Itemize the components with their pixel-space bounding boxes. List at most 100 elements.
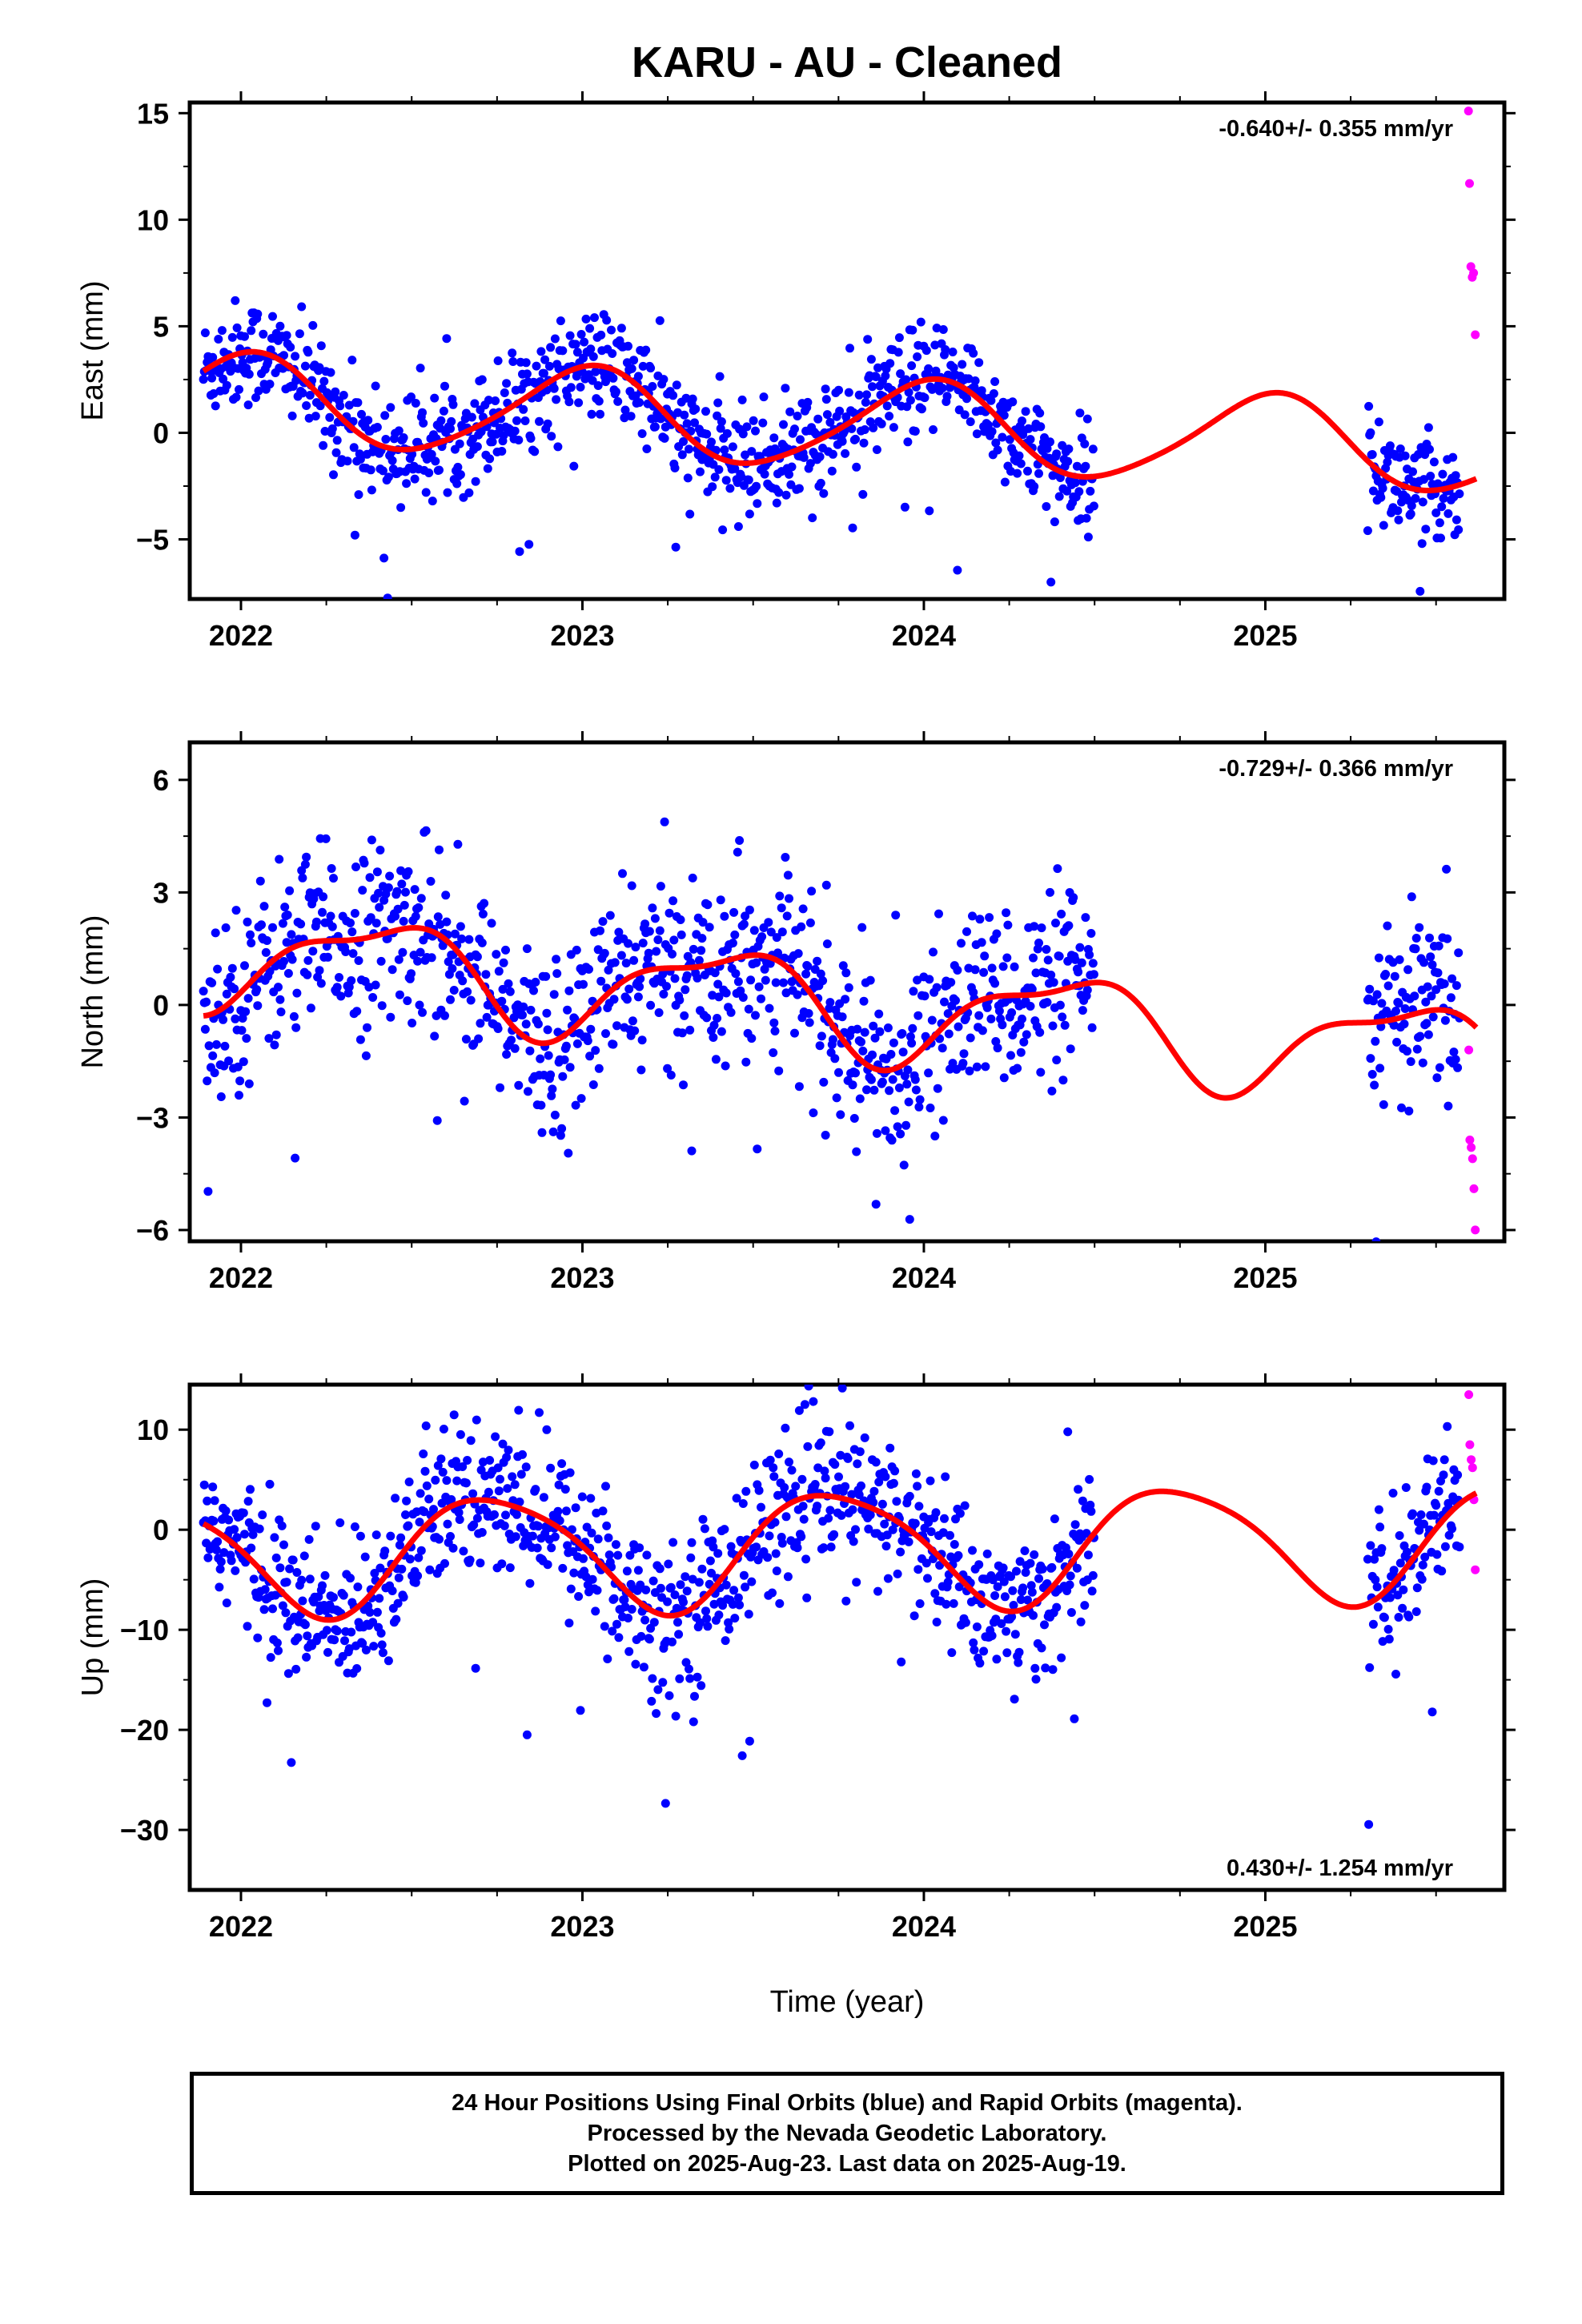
data-point (217, 326, 227, 336)
data-point (859, 438, 869, 448)
data-point (654, 1008, 664, 1017)
data-point (394, 1573, 404, 1582)
data-point (774, 488, 784, 497)
data-point (826, 1542, 836, 1552)
data-point (325, 412, 335, 422)
data-point (291, 1153, 300, 1163)
data-point (1027, 1587, 1037, 1597)
panel-frame (187, 740, 1507, 1244)
data-point (957, 939, 966, 948)
data-point (653, 935, 663, 944)
data-point (992, 929, 1002, 939)
data-point (920, 991, 930, 1001)
data-point (965, 1066, 974, 1076)
data-point (924, 364, 934, 373)
data-point (550, 334, 560, 344)
data-point (401, 1510, 410, 1519)
data-point (1029, 1610, 1038, 1620)
data-point (224, 1515, 234, 1525)
data-point (726, 1542, 736, 1551)
data-point (1030, 482, 1039, 491)
data-point (938, 325, 948, 334)
data-point (648, 1674, 657, 1683)
data-point (421, 488, 431, 497)
data-point (260, 1585, 270, 1594)
data-point (303, 1631, 312, 1641)
data-point (582, 1522, 592, 1532)
data-point (399, 916, 408, 926)
data-point (781, 384, 790, 393)
data-point (633, 992, 643, 1002)
data-point (439, 1425, 448, 1433)
data-point (977, 1243, 986, 1252)
data-point (383, 472, 393, 482)
data-point (350, 909, 359, 918)
data-point (857, 1481, 865, 1490)
data-point (741, 1057, 751, 1067)
data-point (244, 1079, 254, 1088)
data-point (207, 373, 217, 383)
data-point (757, 932, 767, 942)
data-point (709, 460, 718, 469)
data-point (252, 985, 262, 995)
data-point (854, 390, 864, 400)
data-point (990, 377, 1000, 386)
data-point (666, 1582, 676, 1592)
data-point (590, 313, 599, 323)
data-point (822, 939, 832, 949)
data-point (543, 419, 552, 428)
data-point (371, 381, 380, 391)
data-point (291, 1023, 301, 1032)
data-point (693, 1672, 702, 1682)
data-point (702, 429, 712, 439)
data-point (416, 364, 425, 373)
data-point (383, 1656, 393, 1666)
data-point (1367, 450, 1377, 459)
data-point (1070, 955, 1080, 964)
rate-label: -0.729+/- 0.366 mm/yr (1219, 756, 1453, 782)
data-point (871, 372, 881, 381)
data-point (760, 469, 769, 479)
footer-line-1: 24 Hour Positions Using Final Orbits (bl… (452, 2090, 1243, 2116)
data-point (804, 1009, 813, 1018)
data-point (293, 1633, 303, 1642)
data-point (199, 987, 208, 996)
data-point (443, 1519, 452, 1529)
data-point (1072, 1563, 1082, 1573)
data-point (905, 1215, 914, 1224)
data-point (1423, 982, 1432, 991)
data-point (714, 464, 724, 474)
data-point (1368, 1619, 1378, 1629)
data-point (331, 448, 341, 457)
data-point (400, 900, 409, 910)
data-point (1419, 958, 1428, 967)
data-point (449, 1410, 459, 1420)
data-point (1018, 1583, 1028, 1593)
data-point (321, 834, 331, 843)
data-point (558, 1563, 568, 1573)
data-point (505, 1563, 515, 1573)
data-point (572, 945, 581, 955)
data-point (380, 411, 390, 420)
data-point (773, 948, 782, 958)
data-point (567, 1525, 576, 1534)
data-point (316, 341, 326, 351)
data-point (304, 1534, 314, 1544)
data-point (354, 490, 363, 500)
data-point (1373, 1602, 1383, 1612)
data-point (1086, 929, 1096, 938)
data-point (381, 435, 391, 444)
data-point (542, 1425, 552, 1434)
data-point (1008, 1586, 1018, 1595)
data-point (427, 449, 436, 459)
data-point (529, 986, 538, 995)
data-point (522, 944, 532, 954)
data-point (1022, 1030, 1031, 1039)
data-point (386, 1531, 396, 1541)
model-curve (202, 1488, 1478, 1623)
data-point (883, 1023, 893, 1032)
data-point (1069, 893, 1078, 903)
data-point (494, 1486, 504, 1496)
data-point (890, 1106, 900, 1116)
data-point (279, 957, 288, 966)
